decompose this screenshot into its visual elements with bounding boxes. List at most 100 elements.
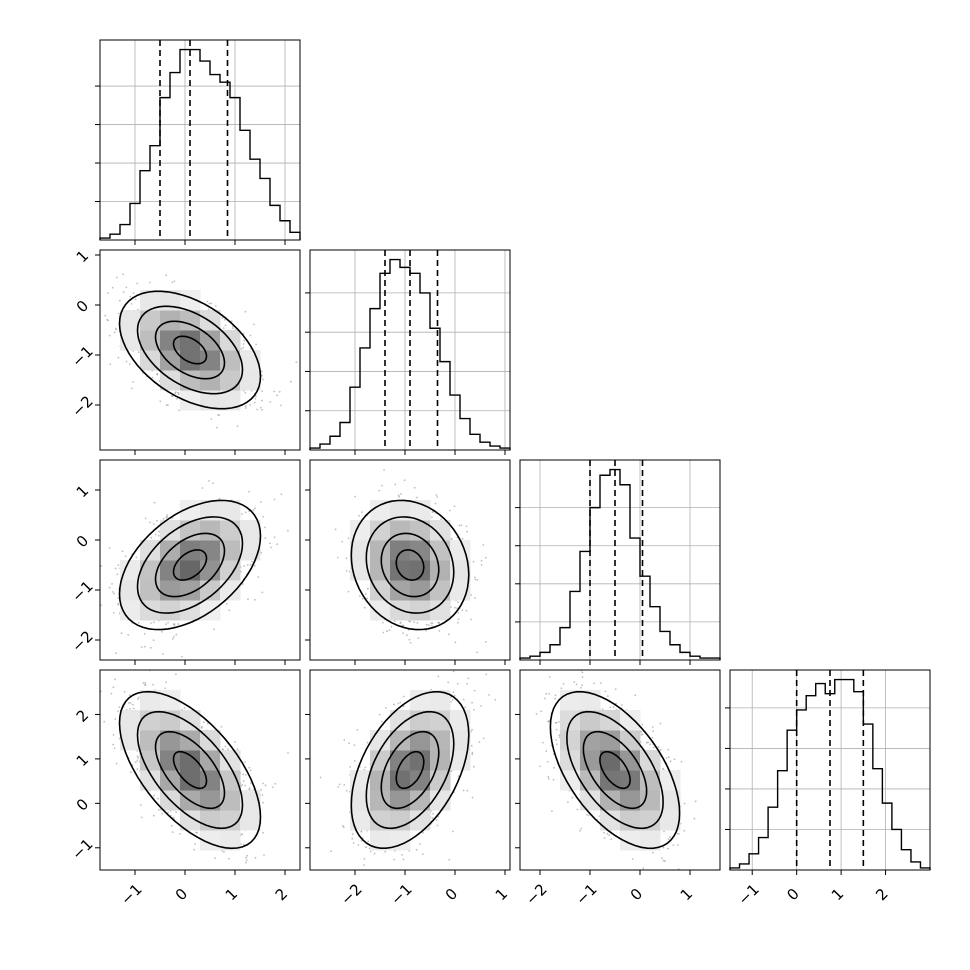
scatter-point [347, 537, 350, 540]
scatter-point [170, 394, 173, 397]
scatter-point [100, 604, 102, 607]
density-cell [390, 500, 411, 521]
scatter-point [436, 496, 439, 498]
density-cell [200, 370, 221, 391]
scatter-point [449, 509, 451, 512]
density-cell [350, 560, 371, 581]
scatter-point [289, 380, 292, 383]
scatter-point [150, 622, 152, 624]
scatter-point [261, 374, 263, 377]
scatter-point [134, 298, 137, 301]
scatter-point [388, 629, 391, 632]
x-tick-label: 0 [783, 885, 802, 904]
scatter-point [425, 629, 427, 632]
scatter-point [245, 859, 248, 862]
scatter-point [345, 557, 348, 560]
scatter-point [104, 314, 107, 317]
scatter-point [457, 612, 460, 614]
scatter-point [173, 280, 176, 283]
scatter-point [162, 517, 165, 520]
scatter-point [243, 565, 246, 567]
scatter-point [165, 516, 168, 519]
density-cell [140, 540, 161, 561]
scatter-point [440, 518, 442, 521]
density-cell [120, 580, 141, 601]
y-tick-label: −1 [68, 577, 96, 605]
scatter-point [435, 494, 438, 496]
density-cell [370, 500, 391, 521]
scatter-point [465, 525, 468, 528]
scatter-point [241, 583, 244, 585]
scatter-point [383, 469, 385, 471]
scatter-point [159, 400, 162, 403]
scatter-point [251, 560, 254, 563]
scatter-point [287, 752, 289, 754]
scatter-point [173, 625, 176, 627]
scatter-point [413, 621, 415, 624]
scatter-point [137, 351, 140, 354]
scatter-point [242, 343, 245, 345]
scatter-point [254, 507, 256, 510]
contour-line [136, 516, 244, 614]
scatter-point [177, 623, 180, 625]
scatter-point [240, 843, 242, 845]
y-tick-label: 1 [73, 247, 92, 266]
density-cell [220, 500, 241, 521]
scatter-point [240, 347, 243, 350]
density-cell [160, 290, 181, 311]
scatter-point [466, 530, 468, 533]
density-cell [410, 540, 431, 561]
scatter-point [461, 537, 464, 540]
scatter-point [176, 398, 178, 400]
density-cell [160, 330, 181, 351]
scatter-point [386, 630, 388, 633]
histogram-steps [99, 48, 301, 240]
panel-frame [99, 249, 301, 451]
scatter-point [178, 409, 180, 412]
density-cell [160, 520, 181, 541]
density-cell [160, 560, 181, 581]
scatter-point [474, 576, 476, 579]
scatter-point [125, 360, 128, 363]
density-cell [220, 540, 241, 561]
scatter-point [128, 363, 131, 365]
panel-frame [99, 39, 301, 241]
scatter-point [230, 320, 233, 323]
scatter-point [171, 638, 174, 640]
scatter-point [177, 391, 179, 394]
scatter-point [224, 318, 226, 321]
scatter-point [257, 576, 260, 578]
panel-frame [729, 669, 931, 871]
histogram-panel [515, 459, 721, 665]
scatter-point [259, 501, 262, 503]
density-cell [370, 520, 391, 541]
scatter-point [107, 292, 110, 294]
scatter-point [127, 634, 130, 636]
scatter-point [161, 630, 164, 633]
scatter-point [274, 782, 277, 785]
density-cell [220, 580, 241, 601]
scatter-point [120, 632, 123, 635]
scatter-point [89, 731, 91, 733]
density-cell [200, 330, 221, 351]
density-cell [140, 310, 161, 331]
density-cell [450, 540, 471, 561]
scatter-point [116, 276, 118, 279]
scatter-point [174, 392, 177, 395]
scatter-point [246, 564, 249, 566]
scatter-point [280, 493, 283, 496]
scatter-point [100, 565, 103, 567]
scatter-point [382, 621, 384, 624]
density-cell [220, 390, 241, 411]
contour-line [380, 532, 440, 598]
density-cell [200, 540, 221, 561]
contour-line [172, 549, 208, 581]
scatter-point [253, 323, 255, 326]
scatter-point [295, 361, 298, 364]
scatter-panel [334, 469, 487, 654]
scatter-point [482, 544, 485, 546]
scatter-point [154, 533, 157, 536]
scatter-point [480, 564, 483, 566]
scatter-point [260, 406, 262, 409]
y-tick-label: −2 [68, 392, 96, 420]
